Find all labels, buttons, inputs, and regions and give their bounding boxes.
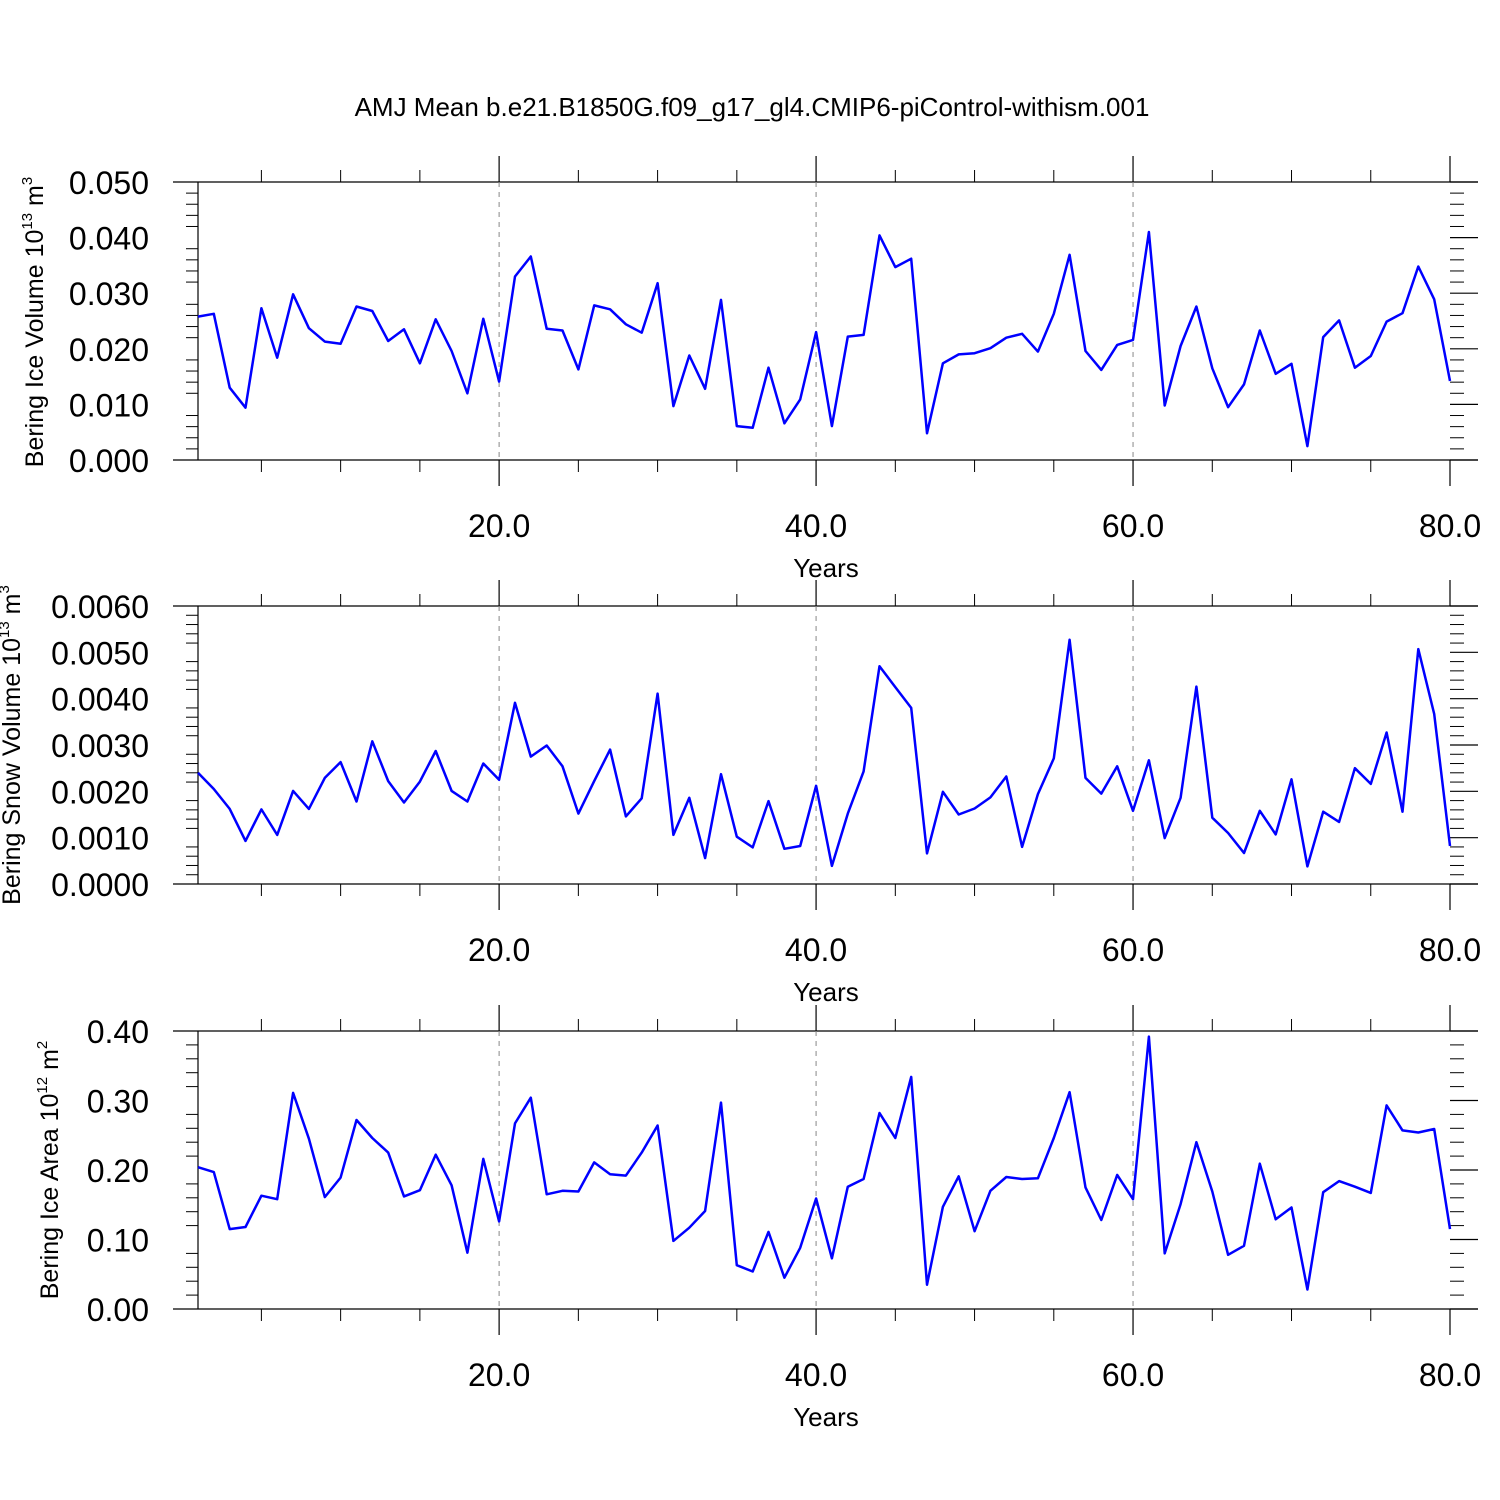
y-tick-label: 0.0020 (51, 774, 149, 810)
series-line (197, 230, 1452, 448)
y-tick-label: 0.0060 (51, 589, 149, 625)
y-tick-label: 0.0000 (51, 867, 149, 903)
x-tick-label: 80.0 (1419, 508, 1481, 544)
y-tick-label: 0.040 (69, 221, 149, 257)
x-tick-label: 40.0 (785, 932, 847, 968)
y-tick-label: 0.0030 (51, 728, 149, 764)
x-tick-label: 80.0 (1419, 932, 1481, 968)
x-tick-label: 40.0 (785, 508, 847, 544)
y-tick-label: 0.20 (87, 1153, 149, 1189)
y-tick-label: 0.050 (69, 165, 149, 201)
y-tick-label: 0.030 (69, 276, 149, 312)
x-tick-label: 60.0 (1102, 932, 1164, 968)
y-tick-label: 0.10 (87, 1223, 149, 1259)
x-tick-label: 80.0 (1419, 1357, 1481, 1393)
series-line (197, 1035, 1452, 1291)
chart-title: AMJ Mean b.e21.B1850G.f09_g17_gl4.CMIP6-… (355, 92, 1150, 122)
y-tick-label: 0.00 (87, 1292, 149, 1328)
y-tick-label: 0.40 (87, 1014, 149, 1050)
y-axis-label: Bering Ice Area 1012 m2 (34, 1041, 64, 1300)
y-axis-label: Bering Snow Volume 1013 m3 (0, 585, 26, 905)
x-tick-label: 20.0 (468, 932, 530, 968)
panel-1: 20.0 40.0 60.0 80.0 0.000 0.010 0.020 0.030 0.04… (19, 156, 1481, 583)
panel-2: 20.0 40.0 60.0 80.0 0.0000 0.0010 0.0020 0.0030… (0, 580, 1481, 1007)
x-tick-label: 60.0 (1102, 508, 1164, 544)
x-tick-label: 60.0 (1102, 1357, 1164, 1393)
x-axis-label: Years (793, 553, 859, 583)
y-tick-label: 0.000 (69, 443, 149, 479)
x-tick-label: 40.0 (785, 1357, 847, 1393)
y-tick-label: 0.010 (69, 387, 149, 423)
series-line (197, 638, 1452, 868)
x-axis-label: Years (793, 977, 859, 1007)
y-tick-label: 0.0050 (51, 635, 149, 671)
y-tick-label: 0.0040 (51, 682, 149, 718)
y-tick-label: 0.30 (87, 1084, 149, 1120)
panel-3: 20.0 40.0 60.0 80.0 0.00 0.10 0.20 0.30 0.40 Year… (34, 1005, 1481, 1432)
y-tick-label: 0.0010 (51, 821, 149, 857)
y-tick-label: 0.020 (69, 332, 149, 368)
x-axis-label: Years (793, 1402, 859, 1432)
x-tick-label: 20.0 (468, 508, 530, 544)
y-axis-label: Bering Ice Volume 1013 m3 (19, 177, 49, 467)
x-tick-label: 20.0 (468, 1357, 530, 1393)
